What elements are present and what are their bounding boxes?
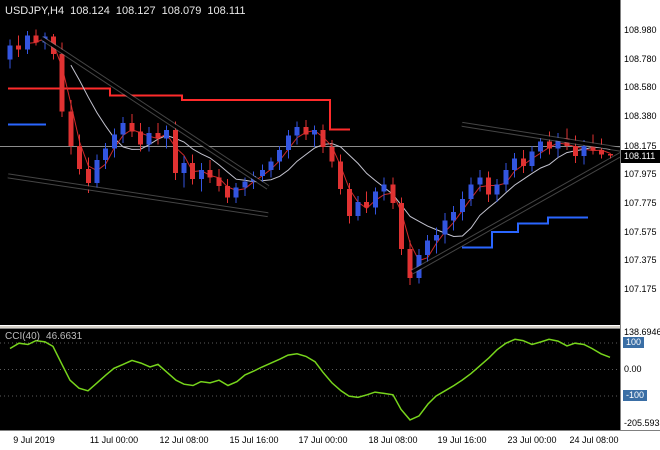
price-axis[interactable]: 108.980 108.780 108.580 108.380 108.175 107.9… <box>620 0 660 430</box>
time-tick-label: 23 Jul 00:00 <box>507 435 557 445</box>
time-tick-label: 9 Jul 2019 <box>13 435 55 445</box>
price-tick-label: 107.575 <box>624 227 657 237</box>
time-axis[interactable]: 9 Jul 2019 11 Jul 00:00 12 Jul 08:00 15 Jul… <box>0 430 660 450</box>
price-tick-label: 107.975 <box>624 169 657 179</box>
price-tick-label: 108.780 <box>624 54 657 64</box>
time-tick-label: 11 Jul 00:00 <box>89 435 139 445</box>
trendline-3[interactable] <box>410 152 620 275</box>
time-tick-label: 18 Jul 08:00 <box>368 435 418 445</box>
cci-bound-label: 0.00 <box>624 364 642 374</box>
time-tick-label: 19 Jul 16:00 <box>437 435 487 445</box>
ma-slow-line <box>70 64 611 238</box>
time-tick-label: 12 Jul 08:00 <box>159 435 209 445</box>
resistance-step-line[interactable] <box>8 87 350 131</box>
price-tick-label: 108.175 <box>624 141 657 151</box>
price-tick-label: 107.375 <box>624 255 657 265</box>
price-chart[interactable]: USDJPY,H4 108.124 108.127 108.079 108.111 <box>0 0 620 325</box>
cci-bound-label: -205.5933 <box>624 418 660 428</box>
cci-indicator-label: CCI(40) 46.6631 <box>5 331 88 342</box>
time-tick-label: 17 Jul 00:00 <box>298 435 348 445</box>
price-tick-label: 108.580 <box>624 82 657 92</box>
ma-fast-line <box>27 37 611 262</box>
panel-divider[interactable] <box>0 325 620 329</box>
cci-line <box>9 338 611 421</box>
symbol-ohlc-header: USDJPY,H4 108.124 108.127 108.079 108.111 <box>5 5 252 17</box>
current-price-tag: 108.111 <box>621 150 660 163</box>
cci-name: CCI(40) <box>5 331 41 342</box>
candlestick-series <box>7 29 613 285</box>
ohlc-low: 108.079 <box>161 5 202 17</box>
trendline-1[interactable] <box>40 36 270 190</box>
price-tick-label: 108.380 <box>624 111 657 121</box>
cci-panel[interactable]: CCI(40) 46.6631 <box>0 329 620 430</box>
trendline-4[interactable] <box>461 121 620 152</box>
trendline-2[interactable] <box>7 173 269 218</box>
cci-bound-label: 138.6946 <box>624 327 660 337</box>
support-step-line-right[interactable] <box>462 216 588 249</box>
cci-value: 46.6631 <box>46 331 83 342</box>
ohlc-open: 108.124 <box>70 5 110 17</box>
ohlc-close: 108.111 <box>207 5 246 17</box>
symbol-label: USDJPY,H4 <box>5 5 65 17</box>
price-tick-label: 108.980 <box>624 25 657 35</box>
cci-panel-canvas[interactable] <box>0 329 620 430</box>
time-tick-label: 15 Jul 16:00 <box>229 435 279 445</box>
price-tick-label: 107.175 <box>624 284 657 294</box>
cci-level-label: -100 <box>623 390 648 401</box>
cci-level-label: 100 <box>623 337 645 348</box>
ohlc-high: 108.127 <box>115 5 156 17</box>
price-chart-canvas[interactable] <box>0 0 620 325</box>
time-tick-label: 24 Jul 08:00 <box>569 435 619 445</box>
price-tick-label: 107.775 <box>624 198 657 208</box>
